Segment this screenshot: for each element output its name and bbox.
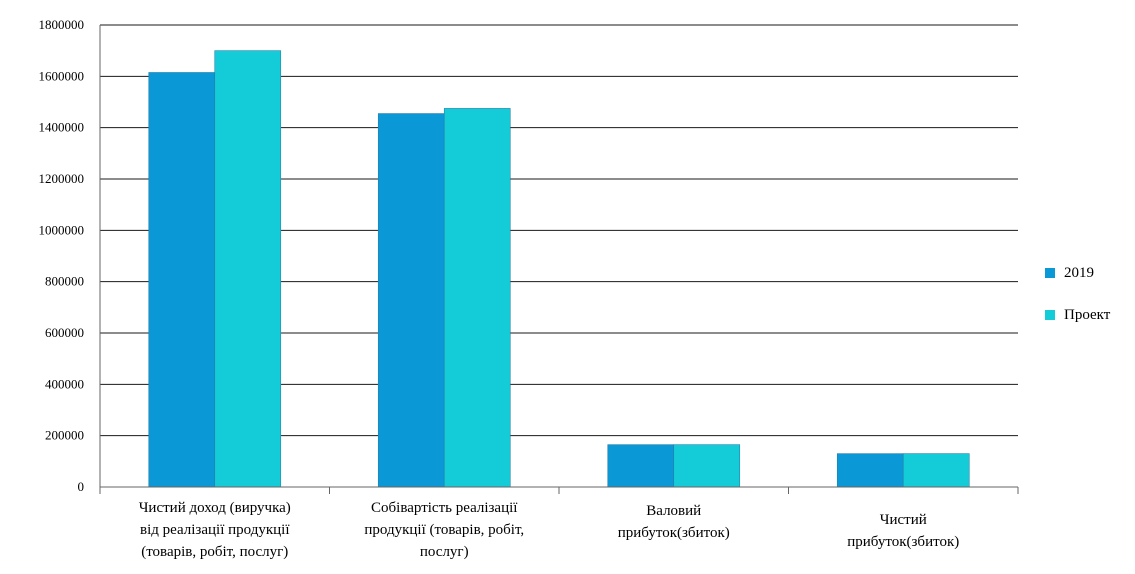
y-tick-label: 1200000 [39, 171, 85, 186]
category-label: Собівартість реалізації продукції (товарі… [364, 500, 524, 560]
y-tick-label: 1000000 [39, 222, 85, 237]
category-label-line: Собівартість реалізації [371, 500, 518, 516]
y-tick-label: 400000 [45, 376, 84, 391]
category-label-line: послуг) [420, 544, 469, 560]
category-label-line: (товарів, робіт, послуг) [141, 544, 288, 560]
legend-item-project: Проект [1045, 304, 1135, 326]
category-label-line: продукції (товарів, робіт, [364, 522, 524, 538]
bar-2019 [607, 444, 675, 488]
category-label-line: Чистий доход (виручка) [139, 500, 291, 516]
legend-swatch-2019 [1045, 268, 1055, 278]
legend-item-2019: 2019 [1045, 262, 1135, 284]
bars [148, 50, 970, 488]
category-label: Валовий прибуток(збиток) [618, 503, 730, 541]
y-tick-label: 1600000 [39, 68, 85, 83]
legend-swatch-project [1045, 310, 1055, 320]
bar-2019 [148, 72, 216, 488]
category-label-line: Валовий [646, 503, 701, 519]
legend: 2019 Проект [1045, 262, 1135, 346]
y-tick-label: 1800000 [39, 17, 85, 32]
x-axis [99, 25, 1019, 494]
legend-label-2019: 2019 [1064, 264, 1094, 281]
category-label: Чистий доход (виручка) від реалізації про… [139, 500, 291, 560]
category-label-line: прибуток(збиток) [847, 534, 959, 550]
y-axis-tick-labels: 0 200000 400000 600000 800000 1000000 1200000 1… [39, 17, 85, 494]
bar-2019 [836, 453, 904, 488]
y-tick-label: 0 [78, 479, 85, 494]
bar-project [443, 108, 511, 488]
bar-project [902, 453, 970, 488]
bar-project [673, 444, 741, 488]
y-tick-label: 800000 [45, 274, 84, 289]
category-label-line: прибуток(збиток) [618, 525, 730, 541]
y-tick-label: 600000 [45, 325, 84, 340]
x-axis-category-labels: Чистий доход (виручка) від реалізації про… [139, 500, 960, 560]
category-label-line: від реалізації продукції [140, 522, 290, 538]
legend-label-project: Проект [1064, 306, 1111, 323]
y-tick-label: 200000 [45, 428, 84, 443]
category-label: Чистий прибуток(збиток) [847, 512, 959, 550]
bar-project [214, 50, 282, 488]
category-label-line: Чистий [880, 512, 927, 528]
y-tick-label: 1400000 [39, 120, 85, 135]
bar-2019 [377, 113, 445, 488]
